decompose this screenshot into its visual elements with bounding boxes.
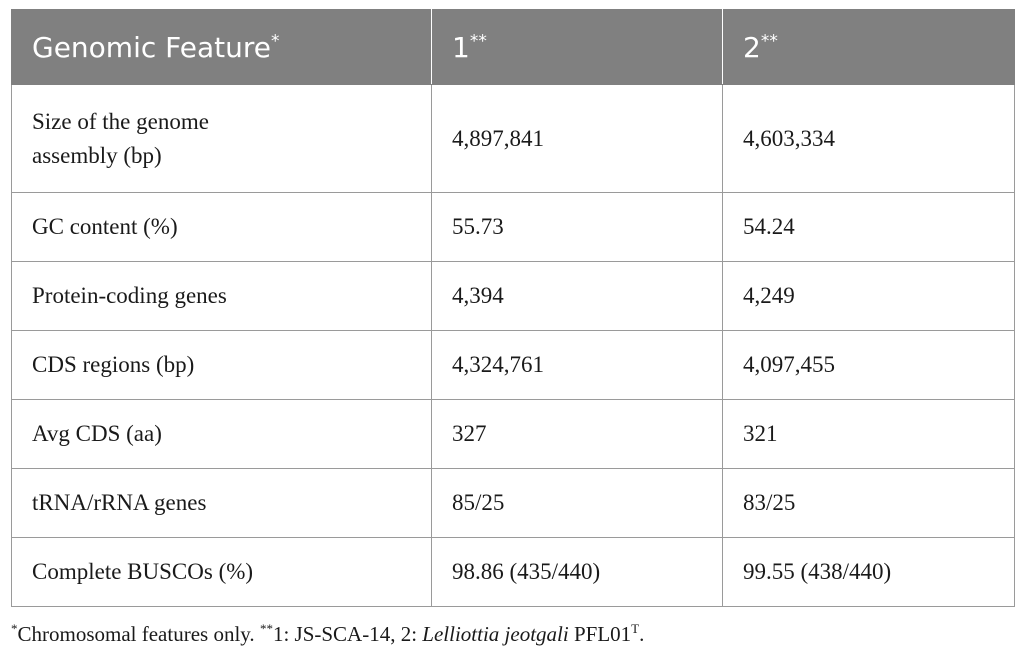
table-row: CDS regions (bp) 4,324,761 4,097,455 — [11, 330, 1015, 400]
table-row: Size of the genome assembly (bp) 4,897,84… — [11, 84, 1015, 193]
header-feature-label: Genomic Feature — [32, 30, 271, 64]
footnote-text-2: 1: JS-SCA-14, 2: — [272, 622, 423, 646]
header-col2-mark: ** — [760, 31, 778, 52]
table-row: Avg CDS (aa) 327 321 — [11, 399, 1015, 469]
table-row: Protein-coding genes 4,394 4,249 — [11, 261, 1015, 331]
value-cell-1: 55.73 — [431, 192, 723, 262]
value-cell-1: 4,897,841 — [431, 84, 723, 193]
feature-cell: GC content (%) — [11, 192, 432, 262]
genomic-features-table: Genomic Feature* 1** 2** Size of the gen… — [11, 9, 1015, 607]
feature-cell: Protein-coding genes — [11, 261, 432, 331]
header-genomic-feature: Genomic Feature* — [11, 9, 432, 85]
value-cell-2: 4,097,455 — [722, 330, 1015, 400]
value-cell-1: 4,324,761 — [431, 330, 723, 400]
feature-line-2: assembly (bp) — [32, 142, 162, 168]
value-cell-1: 4,394 — [431, 261, 723, 331]
header-feature-mark: * — [270, 31, 280, 52]
feature-cell: Avg CDS (aa) — [11, 399, 432, 469]
value-cell-2: 4,603,334 — [722, 84, 1015, 193]
table-row: Complete BUSCOs (%) 98.86 (435/440) 99.5… — [11, 537, 1015, 607]
value-cell-2: 54.24 — [722, 192, 1015, 262]
header-column-1: 1** — [431, 9, 723, 85]
value-cell-2: 4,249 — [722, 261, 1015, 331]
value-cell-1: 85/25 — [431, 468, 723, 538]
feature-cell: tRNA/rRNA genes — [11, 468, 432, 538]
value-cell-2: 83/25 — [722, 468, 1015, 538]
feature-cell: Size of the genome assembly (bp) — [11, 84, 432, 193]
footnote-mark-1: * — [11, 621, 18, 636]
footnote-end: . — [639, 622, 645, 646]
value-cell-1: 327 — [431, 399, 723, 469]
footnote-strain: PFL01 — [568, 622, 632, 646]
header-column-2: 2** — [722, 9, 1015, 85]
footnote-strain-superscript: T — [631, 621, 640, 636]
header-col2-label: 2 — [743, 30, 761, 64]
footnote-text-1: Chromosomal features only. — [17, 622, 260, 646]
table-footnote: *Chromosomal features only. **1: JS-SCA-… — [11, 621, 644, 647]
table-row: tRNA/rRNA genes 85/25 83/25 — [11, 468, 1015, 538]
header-col1-label: 1 — [452, 30, 470, 64]
footnote-species: Lelliottia jeotgali — [422, 622, 569, 646]
feature-cell: CDS regions (bp) — [11, 330, 432, 400]
feature-cell: Complete BUSCOs (%) — [11, 537, 432, 607]
value-cell-2: 99.55 (438/440) — [722, 537, 1015, 607]
header-col1-mark: ** — [469, 31, 487, 52]
table-row: GC content (%) 55.73 54.24 — [11, 192, 1015, 262]
value-cell-2: 321 — [722, 399, 1015, 469]
feature-line-1: Size of the genome — [32, 108, 209, 134]
table-header-row: Genomic Feature* 1** 2** — [11, 9, 1015, 85]
value-cell-1: 98.86 (435/440) — [431, 537, 723, 607]
footnote-mark-2: ** — [259, 621, 273, 636]
